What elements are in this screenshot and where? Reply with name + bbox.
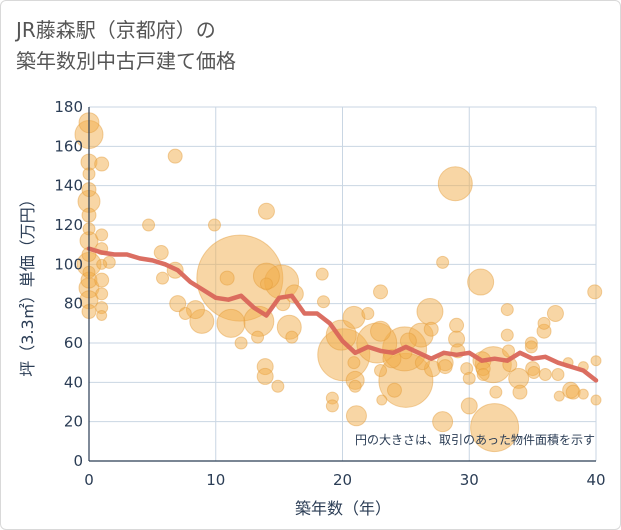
data-bubble	[370, 320, 392, 342]
y-tick-label: 60	[64, 334, 83, 352]
data-bubble	[178, 307, 192, 320]
data-bubble	[538, 367, 552, 381]
data-bubble	[476, 367, 490, 381]
data-bubble	[169, 295, 187, 313]
y-tick-label: 0	[73, 452, 83, 470]
data-bubble	[257, 202, 275, 220]
data-bubble	[462, 371, 476, 385]
chart-title-line2: 築年数別中古戸建て価格	[16, 49, 236, 73]
y-tick-label: 40	[64, 373, 83, 391]
y-tick-label: 100	[54, 255, 83, 273]
x-axis-label: 築年数（年）	[295, 499, 391, 518]
data-bubble	[512, 384, 528, 400]
data-bubble	[96, 258, 108, 270]
data-bubble	[374, 364, 388, 378]
chart-title-line1: JR藤森駅（京都府）の	[16, 18, 216, 42]
data-bubble	[577, 388, 589, 400]
data-bubble	[437, 166, 473, 202]
data-bubble	[386, 382, 402, 398]
data-bubble	[551, 367, 565, 381]
y-tick-label: 140	[54, 177, 83, 195]
data-bubble	[553, 390, 565, 402]
data-bubble	[449, 317, 465, 333]
y-tick-label: 80	[64, 295, 83, 313]
data-bubble	[565, 384, 581, 400]
data-bubble	[500, 303, 514, 317]
data-bubble	[460, 397, 478, 415]
data-bubble	[96, 309, 108, 321]
x-tick-label: 30	[460, 471, 479, 489]
data-bubble	[234, 336, 248, 350]
data-bubble	[259, 277, 273, 291]
x-tick-label: 10	[206, 471, 225, 489]
data-bubble	[502, 344, 516, 358]
data-bubble	[436, 255, 450, 269]
data-bubble	[207, 218, 221, 232]
trend-line	[86, 246, 599, 383]
data-bubble	[590, 394, 602, 406]
x-tick-label: 40	[586, 471, 605, 489]
data-bubble	[156, 271, 170, 285]
data-bubble	[95, 287, 109, 301]
data-bubble	[500, 328, 514, 342]
data-bubble	[416, 298, 444, 326]
trend-series	[86, 246, 599, 383]
data-bubble	[590, 355, 602, 367]
y-tick-label: 160	[54, 137, 83, 155]
data-bubble	[251, 330, 265, 344]
data-bubble	[432, 411, 454, 433]
x-tick-label: 0	[84, 471, 94, 489]
data-bubble	[437, 359, 453, 375]
data-bubble	[376, 394, 388, 406]
data-bubble	[325, 399, 339, 413]
y-tick-label: 20	[64, 413, 83, 431]
data-bubble	[167, 148, 183, 164]
data-bubble	[256, 367, 274, 385]
data-bubble	[94, 156, 110, 172]
x-tick-label: 20	[333, 471, 352, 489]
data-bubble	[546, 305, 564, 322]
data-bubble	[527, 366, 541, 379]
axes	[88, 107, 596, 462]
data-bubble	[95, 228, 109, 242]
data-bubble	[361, 307, 375, 320]
data-bubble	[285, 330, 299, 344]
chart-title: JR藤森駅（京都府）の 築年数別中古戸建て価格	[16, 15, 236, 77]
data-bubble	[142, 218, 156, 232]
bubble-series	[74, 112, 603, 453]
size-annotation: 円の大きさは、取引のあった物件面積を示す	[355, 432, 595, 447]
y-tick-label: 180	[54, 98, 83, 116]
data-bubble	[587, 284, 603, 300]
data-bubble	[489, 385, 503, 399]
data-bubble	[347, 356, 361, 370]
data-bubble	[382, 349, 402, 369]
data-bubble	[470, 403, 520, 453]
data-bubble	[423, 321, 439, 337]
data-bubble	[524, 340, 538, 354]
y-axis-label: 坪（3.3㎡）単価（万円）	[18, 191, 37, 376]
data-bubble	[342, 305, 366, 329]
data-bubble	[467, 268, 495, 296]
data-bubble	[271, 379, 285, 393]
data-bubble	[316, 295, 330, 309]
data-bubble	[348, 379, 362, 393]
data-bubble	[345, 405, 367, 427]
data-bubble	[537, 316, 551, 330]
data-bubble	[94, 272, 110, 288]
data-bubble	[216, 308, 246, 338]
y-tick-label: 120	[54, 216, 83, 234]
data-bubble	[219, 270, 235, 286]
data-bubble	[373, 284, 389, 300]
data-bubble	[315, 267, 329, 281]
data-bubble	[153, 245, 169, 261]
tick-labels: 0 20 40 60 80 100 120 140 160 180 0 10 20 30 40	[54, 98, 605, 489]
